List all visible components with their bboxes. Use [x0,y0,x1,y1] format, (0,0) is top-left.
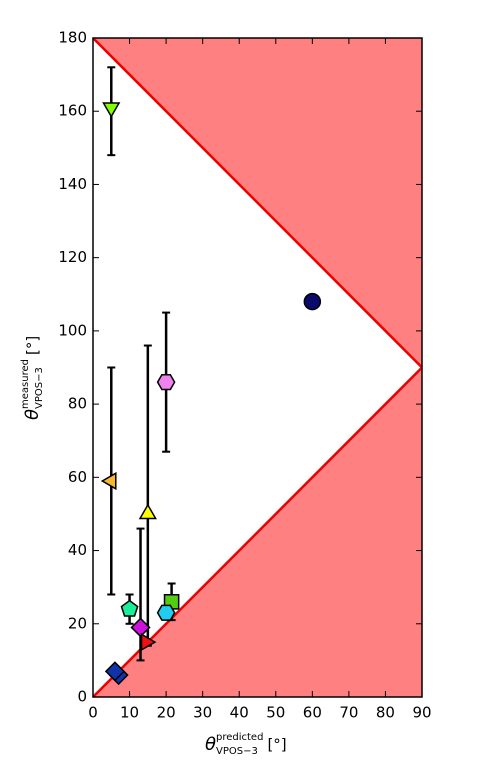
x-tick-label: 10 [120,704,139,722]
x-tick-label: 60 [303,704,322,722]
point [303,292,322,311]
y-tick-label: 180 [58,29,87,47]
y-tick-label: 160 [58,102,87,120]
y-tick-label: 60 [68,468,87,486]
x-tick-label: 40 [230,704,249,722]
point [130,617,151,638]
x-tick-label: 30 [193,704,212,722]
x-label-superscript: predicted [216,732,263,743]
y-tick-label: 20 [68,614,87,632]
point [100,471,117,491]
point [104,661,125,682]
y-label-unit: [°] [24,336,42,355]
point [120,599,139,617]
x-label-symbol: θ [205,734,216,755]
y-label-superscript: measured [20,359,31,409]
boundary-line [92,37,423,369]
y-tick-label: 140 [58,175,87,193]
x-tick-label: 80 [376,704,395,722]
y-tick-label: 80 [68,395,87,413]
x-tick-label: 70 [339,704,358,722]
point [156,374,176,391]
point [140,632,157,652]
y-label-subscript: VPOS−3 [34,367,45,409]
point [138,503,157,520]
y-tick-label: 40 [68,541,87,559]
plot-frame [92,37,423,698]
point [102,102,121,119]
x-label-unit: [°] [267,736,286,754]
y-tick-label: 100 [58,321,87,339]
y-tick-label: 120 [58,248,87,266]
x-tick-label: 90 [412,704,431,722]
y-tick-label: 0 [77,688,87,706]
x-tick-label: 50 [266,704,285,722]
x-label-subscript: VPOS−3 [216,746,258,757]
x-tick-label: 0 [88,704,98,722]
y-label-symbol: θ [22,409,43,420]
y-label: θ measured VPOS−3 [°] [20,336,45,420]
x-tick-label: 20 [157,704,176,722]
point [156,604,176,621]
